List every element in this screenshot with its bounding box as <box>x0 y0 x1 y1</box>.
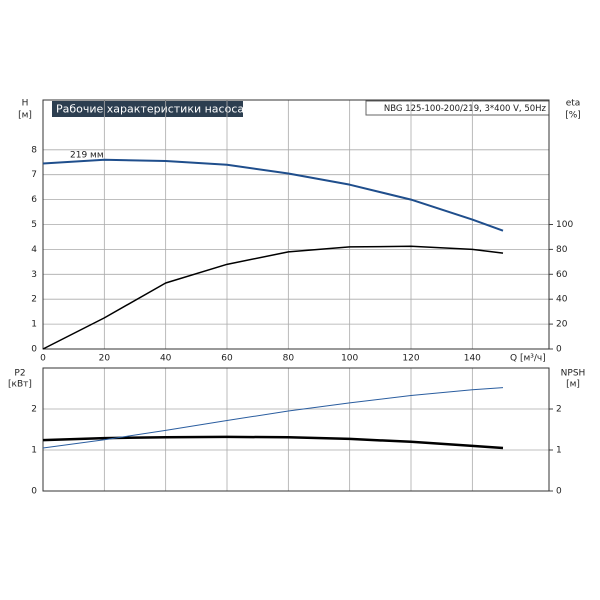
y-tick-label: 1 <box>31 320 37 330</box>
x-tick-label: 40 <box>160 354 172 364</box>
chart-subtitle: NBG 125-100-200/219, 3*400 V, 50Hz <box>384 104 547 114</box>
x-tick-label: 20 <box>99 354 111 364</box>
y2-tick-label: 80 <box>556 245 568 255</box>
y-label: P2 <box>14 369 25 379</box>
y-unit: [кВт] <box>8 380 32 390</box>
y-unit: [м] <box>18 111 32 121</box>
y2-label: NPSH <box>561 369 586 379</box>
y-tick-label: 2 <box>31 295 37 305</box>
plot-border <box>42 367 550 492</box>
y-tick-label: 6 <box>31 195 37 205</box>
y2-tick-label: 60 <box>556 270 568 280</box>
title-box <box>52 101 243 117</box>
x-tick-label: 60 <box>221 354 233 364</box>
y-tick-label: 0 <box>31 487 37 497</box>
y2-unit: [%] <box>565 111 581 121</box>
x-tick-label: 100 <box>341 354 358 364</box>
x-tick-label: 0 <box>40 354 46 364</box>
y-tick-label: 2 <box>31 405 37 415</box>
y-tick-label: 0 <box>31 345 37 355</box>
plot-border <box>42 99 550 350</box>
data-line <box>42 387 504 449</box>
y2-tick-label: 100 <box>556 220 573 230</box>
y2-label: eta <box>566 99 581 109</box>
chart-title: Рабочие характеристики насоса <box>56 103 244 116</box>
x-label: Q [м³/ч] <box>510 354 546 364</box>
y-tick-label: 7 <box>31 170 37 180</box>
x-tick-label: 80 <box>283 354 295 364</box>
y2-tick-label: 20 <box>556 320 568 330</box>
data-line <box>42 245 504 350</box>
curve-label: 219 мм <box>70 151 104 161</box>
y-tick-label: 8 <box>31 145 37 155</box>
y-tick-label: 3 <box>31 270 37 280</box>
y-label: H <box>22 99 29 109</box>
y2-tick-label: 0 <box>556 345 562 355</box>
data-line <box>42 435 504 450</box>
y2-tick-label: 40 <box>556 295 568 305</box>
y2-tick-label: 0 <box>556 487 562 497</box>
x-tick-label: 140 <box>464 354 481 364</box>
y-tick-label: 5 <box>31 220 37 230</box>
y2-unit: [м] <box>566 380 580 390</box>
y-tick-label: 4 <box>31 245 37 255</box>
x-tick-label: 120 <box>402 354 419 364</box>
y-tick-label: 1 <box>31 446 37 456</box>
y2-tick-label: 1 <box>556 446 562 456</box>
data-line <box>42 158 504 232</box>
y2-tick-label: 2 <box>556 405 562 415</box>
